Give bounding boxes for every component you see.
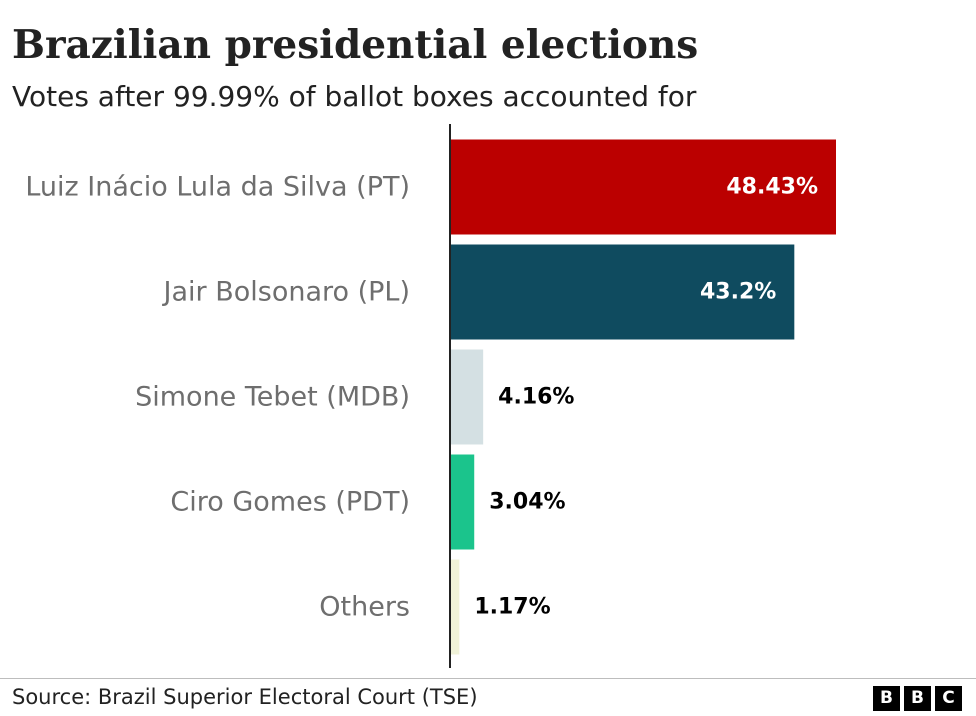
value-label: 4.16% (498, 385, 574, 410)
category-label: Simone Tebet (MDB) (135, 382, 410, 413)
category-label: Ciro Gomes (PDT) (170, 487, 410, 518)
bar (450, 454, 475, 550)
footer-divider (0, 678, 976, 679)
value-label: 1.17% (474, 595, 550, 620)
chart-title: Brazilian presidential elections (12, 22, 699, 68)
chart-subtitle: Votes after 99.99% of ballot boxes accou… (12, 80, 697, 113)
value-label: 48.43% (726, 175, 818, 200)
value-label: 3.04% (489, 490, 565, 515)
bbc-logo-letter: C (935, 686, 962, 711)
bbc-logo-letter: B (904, 686, 931, 711)
bar (450, 349, 484, 445)
source-note: Source: Brazil Superior Electoral Court … (12, 685, 478, 709)
category-label: Jair Bolsonaro (PL) (162, 277, 410, 308)
value-label: 43.2% (700, 280, 776, 305)
bbc-logo-letter: B (873, 686, 900, 711)
bar (450, 559, 460, 655)
category-label: Luiz Inácio Lula da Silva (PT) (25, 172, 410, 203)
bar (450, 139, 836, 235)
bar (450, 244, 795, 340)
bbc-logo: B B C (873, 686, 962, 711)
category-label: Others (319, 592, 410, 623)
bar-chart: Luiz Inácio Lula da Silva (PT) 48.43% Jair… (25, 124, 836, 668)
